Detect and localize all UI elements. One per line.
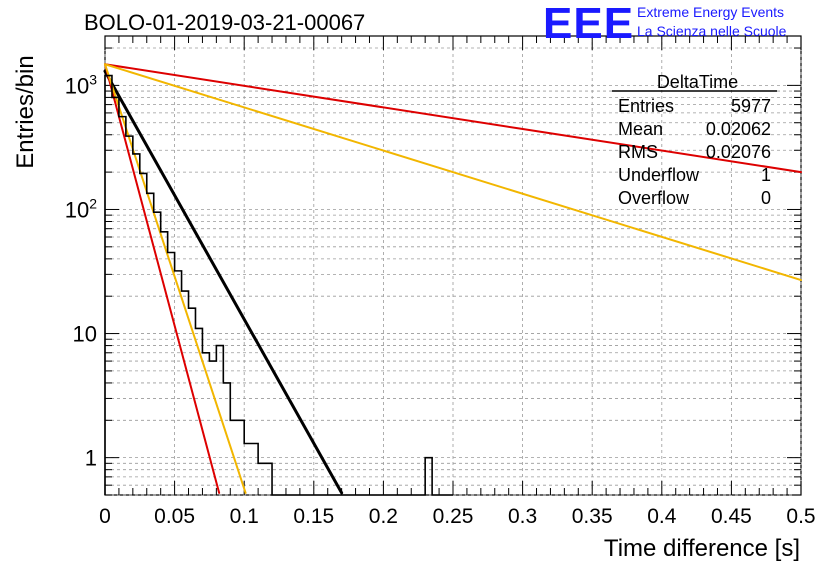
stats-label: Entries [618, 96, 674, 116]
x-tick-label: 0.15 [293, 505, 334, 528]
x-tick-label: 0.45 [711, 505, 752, 528]
stats-title: DeltaTime [657, 72, 738, 92]
grid-lines [104, 36, 802, 496]
stats-value: 0.02076 [706, 142, 771, 162]
org-line-1: Extreme Energy Events [637, 4, 785, 20]
y-tick-label: 103 [65, 71, 97, 98]
org-name: Extreme Energy Events La Scienza nelle S… [637, 3, 786, 41]
x-tick-label: 0.25 [433, 505, 474, 528]
stats-label: Overflow [618, 188, 690, 208]
x-tick-label: 0.4 [647, 505, 677, 528]
stats-value: 0.02062 [706, 119, 771, 139]
x-tick-label: 0.2 [369, 505, 398, 528]
fit-line-yellow [104, 63, 802, 282]
stats-value: 0 [761, 188, 771, 208]
histogram-outline [104, 74, 453, 496]
x-tick-label: 0.1 [230, 505, 259, 528]
eee-logo: EEE [543, 0, 635, 48]
stats-label: Mean [618, 119, 663, 139]
y-tick-label: 1 [85, 446, 97, 471]
y-tick-label: 102 [65, 195, 97, 222]
x-tick-label: 0 [99, 505, 111, 528]
stats-box: DeltaTime Entries 5977 Mean 0.02062 RMS 0.0207… [612, 72, 777, 208]
stats-label: RMS [618, 142, 658, 162]
x-tick-label: 0.05 [154, 505, 195, 528]
stats-value: 5977 [731, 96, 771, 116]
x-axis-label: Time difference [s] [603, 535, 800, 562]
x-axis-ticks: 0 0.05 0.1 0.15 0.2 0.25 0.3 0.35 0.4 0.45 0.5 [99, 36, 816, 528]
y-axis-label: Entries/bin [12, 55, 39, 169]
fit-line-red [104, 63, 221, 494]
stats-label: Underflow [618, 165, 700, 185]
histogram-series [104, 74, 453, 496]
org-line-2: La Scienza nelle Scuole [637, 23, 787, 39]
x-tick-label: 0.3 [508, 505, 537, 528]
x-tick-label: 0.35 [572, 505, 613, 528]
chart-title: BOLO-01-2019-03-21-00067 [84, 10, 366, 35]
x-tick-label: 0.5 [786, 505, 815, 528]
fit-line-red [104, 63, 802, 174]
fit-line-black [103, 69, 344, 495]
y-tick-label: 10 [73, 322, 97, 347]
stats-value: 1 [761, 165, 771, 185]
